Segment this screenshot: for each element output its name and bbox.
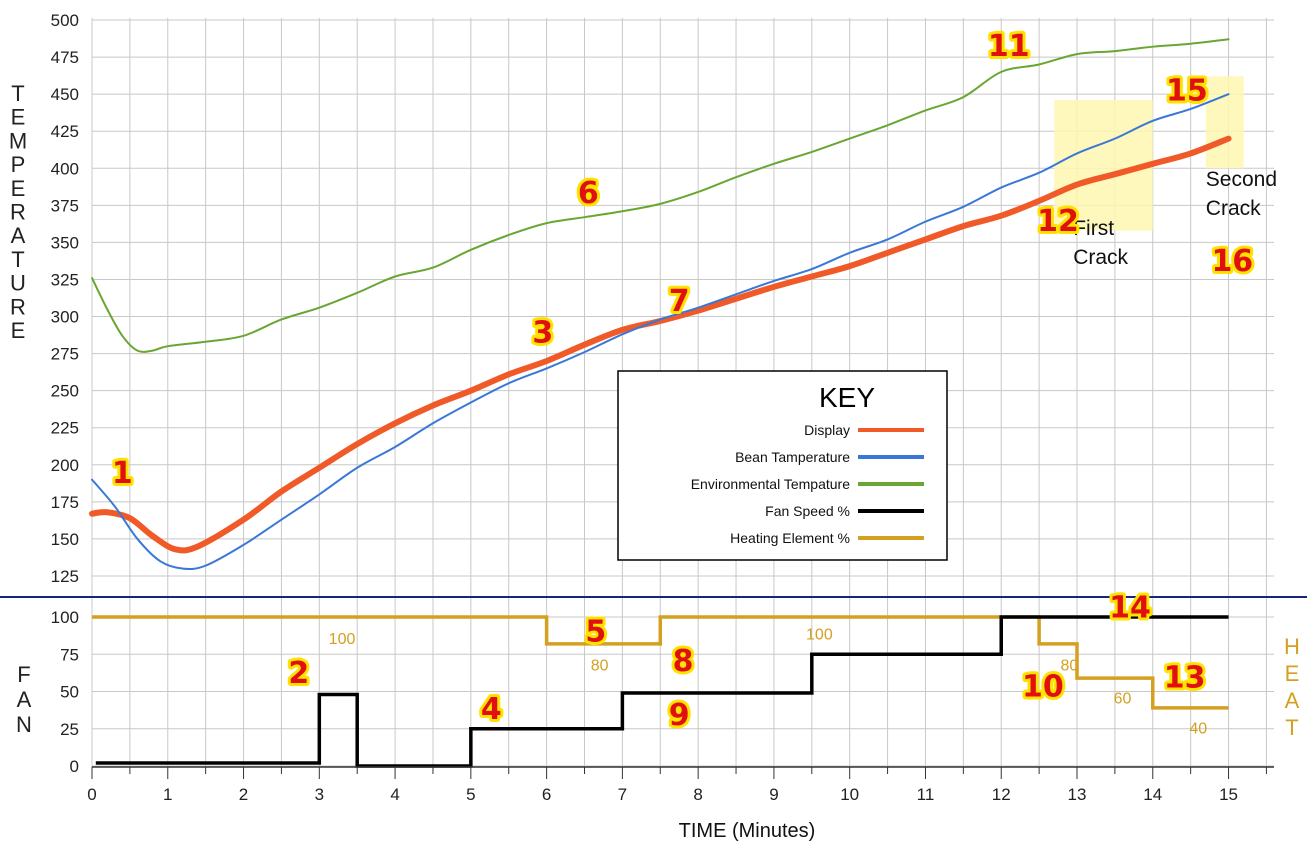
x-tick-label: 2 xyxy=(239,785,248,804)
legend: KEY Display Bean Tamperature Environmental … xyxy=(617,370,948,561)
x-tick-label: 3 xyxy=(315,785,324,804)
x-tick-label: 13 xyxy=(1068,785,1087,804)
upper-y-tick-label: 275 xyxy=(51,345,79,364)
step-marker: 7 xyxy=(669,284,690,319)
x-tick-label: 12 xyxy=(992,785,1011,804)
x-tick-label: 8 xyxy=(693,785,702,804)
x-tick-label: 4 xyxy=(390,785,399,804)
step-marker: 9 xyxy=(669,698,690,733)
x-tick-label: 14 xyxy=(1143,785,1162,804)
step-marker: 8 xyxy=(673,644,694,679)
upper-y-tick-label: 300 xyxy=(51,308,79,327)
upper-y-tick-label: 425 xyxy=(51,122,79,141)
heat-value-label: 100 xyxy=(806,626,833,643)
legend-box xyxy=(617,370,948,561)
step-marker: 3 xyxy=(532,315,553,350)
bean-series-line xyxy=(91,93,1230,571)
upper-y-tick-label: 375 xyxy=(51,196,79,215)
crack-highlight-box xyxy=(1205,76,1244,169)
step-marker: 12 xyxy=(1037,204,1079,239)
step-marker: 5 xyxy=(585,614,606,649)
chart-labels: TIME (Minutes)T E M P E R A T U R EF A NH E A T10080100… xyxy=(9,81,1300,842)
lower-y-tick-label: 50 xyxy=(60,683,79,702)
step-marker: 10 xyxy=(1022,670,1064,705)
step-marker: 15 xyxy=(1166,74,1208,109)
crack-label: First Crack xyxy=(1073,217,1128,269)
legend-title: KEY xyxy=(819,382,875,413)
upper-y-tick-label: 250 xyxy=(51,382,79,401)
upper-y-tick-label: 500 xyxy=(51,11,79,30)
legend-entry-label: Bean Tamperature xyxy=(735,449,850,465)
step-marker: 1 xyxy=(112,456,133,491)
legend-entry-label: Fan Speed % xyxy=(765,503,850,519)
heat-value-label: 80 xyxy=(591,658,609,675)
heat-series-line xyxy=(92,615,1229,710)
upper-y-tick-label: 350 xyxy=(51,233,79,252)
upper-y-tick-label: 325 xyxy=(51,270,79,289)
legend-entry-label: Environmental Tempature xyxy=(691,476,850,492)
crack-label: Second Crack xyxy=(1206,168,1277,220)
step-marker: 11 xyxy=(988,29,1030,64)
step-marker: 6 xyxy=(578,176,599,211)
x-axis-title: TIME (Minutes) xyxy=(679,820,816,842)
lower-y-tick-label: 75 xyxy=(60,645,79,664)
upper-y-tick-label: 400 xyxy=(51,159,79,178)
upper-y-tick-label: 125 xyxy=(51,567,79,586)
fan-series-line xyxy=(95,615,1229,768)
legend-entry-label: Display xyxy=(804,422,850,438)
upper-y-tick-label: 200 xyxy=(51,456,79,475)
chart-axes: 0 1 2 3 4 5 6 7 8 9 10 11 12 13 14 15125150175200225250… xyxy=(0,11,1307,804)
step-marker: 13 xyxy=(1164,661,1206,696)
upper-y-tick-label: 225 xyxy=(51,419,79,438)
display-series-line xyxy=(89,135,1232,554)
x-tick-label: 1 xyxy=(163,785,172,804)
heat-value-label: 100 xyxy=(329,631,356,648)
lower-y-tick-label: 0 xyxy=(70,757,79,776)
heat-value-label: 80 xyxy=(1061,658,1079,675)
x-tick-label: 10 xyxy=(840,785,859,804)
heat-value-label: 60 xyxy=(1114,690,1132,707)
environment-series-line xyxy=(91,38,1230,353)
step-marker: 14 xyxy=(1109,591,1151,626)
x-tick-label: 5 xyxy=(466,785,475,804)
step-marker: 4 xyxy=(481,692,502,727)
upper-y-tick-label: 175 xyxy=(51,493,79,512)
x-tick-label: 9 xyxy=(769,785,778,804)
step-marker: 16 xyxy=(1211,244,1253,279)
x-tick-label: 11 xyxy=(917,785,935,804)
x-tick-label: 15 xyxy=(1219,785,1238,804)
heat-value-label: 40 xyxy=(1189,720,1207,737)
upper-y-tick-label: 450 xyxy=(51,85,79,104)
series-layer xyxy=(89,38,1232,768)
x-tick-label: 7 xyxy=(618,785,627,804)
upper-y-tick-label: 150 xyxy=(51,530,79,549)
upper-y-tick-label: 475 xyxy=(51,48,79,67)
x-tick-label: 6 xyxy=(542,785,551,804)
lower-y-tick-label: 25 xyxy=(60,720,79,739)
lower-y-tick-label: 100 xyxy=(51,608,79,627)
legend-entry-label: Heating Element % xyxy=(730,530,850,546)
x-tick-label: 0 xyxy=(87,785,96,804)
step-marker: 2 xyxy=(288,656,309,691)
